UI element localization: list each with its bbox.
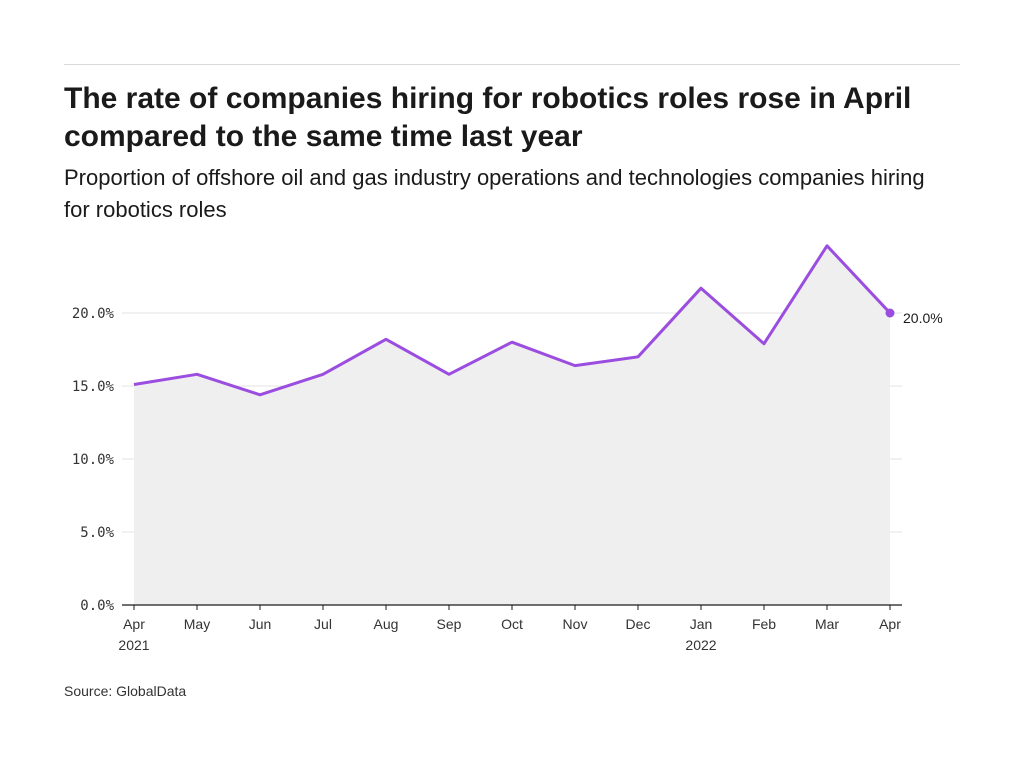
- x-tick-label: Mar: [815, 616, 839, 632]
- x-tick-label: Jun: [249, 616, 272, 632]
- y-tick-label: 15.0%: [72, 379, 115, 395]
- x-tick-label: Oct: [501, 616, 523, 632]
- top-divider: [64, 64, 960, 65]
- y-tick-label: 0.0%: [80, 598, 114, 614]
- x-tick-label: Feb: [752, 616, 776, 632]
- series-line: [133, 244, 892, 397]
- y-tick-label: 20.0%: [72, 306, 115, 322]
- x-tick-label: Apr: [879, 616, 901, 632]
- end-value-label: 20.0%: [903, 310, 943, 326]
- chart-title: The rate of companies hiring for robotic…: [64, 82, 912, 153]
- data-points: [885, 308, 895, 318]
- x-year-label: 2021: [118, 637, 149, 653]
- x-tick-label: May: [184, 616, 210, 632]
- x-tick-label: Apr: [123, 616, 145, 632]
- x-tick-label: Jul: [314, 616, 332, 632]
- source-note: Source: GlobalData: [64, 683, 187, 699]
- x-tick-label: Nov: [563, 616, 588, 632]
- area-fill: [134, 245, 890, 606]
- x-tick-label: Jan: [690, 616, 713, 632]
- chart-subtitle: Proportion of offshore oil and gas indus…: [64, 165, 925, 222]
- x-tick-label: Aug: [374, 616, 399, 632]
- x-tick-label: Dec: [626, 616, 651, 632]
- y-axis-ticks: 0.0% 5.0% 10.0% 15.0% 20.0%: [72, 306, 115, 614]
- x-year-label: 2022: [685, 637, 716, 653]
- y-tick-label: 5.0%: [80, 525, 114, 541]
- y-tick-label: 10.0%: [72, 452, 115, 468]
- x-tick-label: Sep: [437, 616, 462, 632]
- x-axis-ticks: Apr 2021 May Jun Jul Aug Sep Oct Nov Dec Jan 2022 Fe…: [118, 605, 901, 653]
- end-point-marker: [885, 308, 895, 318]
